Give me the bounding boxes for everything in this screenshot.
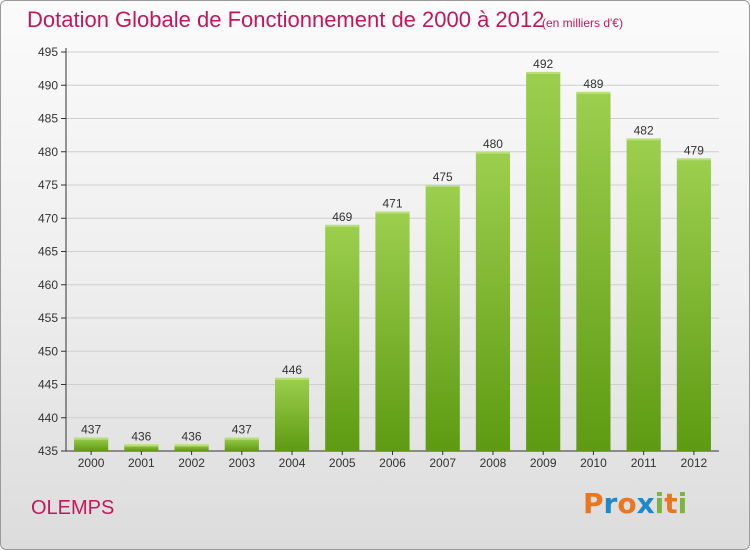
bar-highlight (425, 185, 460, 187)
x-tick-label: 2002 (178, 456, 205, 470)
y-tick-label: 485 (38, 112, 58, 126)
x-tick-label: 2000 (78, 456, 105, 470)
bar-highlight (74, 437, 109, 440)
data-label-2002: 436 (182, 429, 202, 443)
x-tick-label: 2003 (228, 456, 255, 470)
data-label-2000: 437 (81, 423, 101, 437)
logo-letter: t (664, 487, 678, 520)
y-tick-label: 475 (38, 178, 58, 192)
bar-2005 (325, 224, 360, 451)
data-label-2011: 482 (634, 123, 654, 137)
bar-highlight (475, 151, 511, 154)
chart-subtitle: (en milliers d'€) (542, 16, 623, 30)
bar-2007 (425, 185, 460, 451)
bar-highlight (526, 71, 561, 74)
commune-name: OLEMPS (31, 497, 115, 519)
logo-letter: i (654, 487, 665, 520)
bar-2012 (676, 158, 711, 451)
data-label-2005: 469 (332, 210, 352, 224)
data-label-2012: 479 (684, 143, 704, 157)
bar-2009 (526, 71, 561, 451)
bar-highlight (576, 91, 611, 94)
bar-highlight (174, 444, 209, 447)
x-tick-label: 2004 (279, 456, 306, 470)
bar-2010 (576, 91, 611, 452)
data-label-2003: 437 (232, 423, 252, 437)
bar-2011 (626, 138, 661, 451)
bar-2003 (224, 437, 259, 451)
bar-highlight (274, 377, 310, 380)
data-label-2010: 489 (583, 77, 603, 91)
bar-highlight (325, 224, 360, 227)
y-tick-label: 435 (38, 444, 58, 458)
y-tick-label: 480 (38, 145, 58, 159)
x-tick-label: 2007 (429, 456, 456, 470)
y-tick-label: 455 (38, 311, 58, 325)
bar-highlight (375, 211, 410, 214)
bar-2006 (375, 211, 410, 451)
logo-letter: P (583, 487, 604, 520)
bar-highlight (224, 437, 259, 440)
logo-letter: x (636, 487, 655, 520)
y-tick-label: 440 (38, 411, 58, 425)
bar-2002 (174, 444, 209, 451)
chart-title: Dotation Globale de Fonctionnement de 20… (27, 7, 545, 32)
y-tick-label: 460 (38, 278, 58, 292)
y-tick-label: 465 (38, 245, 58, 259)
y-tick-label: 470 (38, 211, 58, 225)
x-tick-label: 2005 (329, 456, 356, 470)
data-label-2001: 436 (131, 429, 151, 443)
bar-highlight (124, 444, 159, 447)
bar-highlight (626, 138, 661, 141)
x-tick-label: 2011 (631, 456, 657, 470)
data-label-2007: 475 (433, 170, 453, 184)
logo-letter: i (677, 487, 688, 520)
data-label-2009: 492 (533, 57, 553, 71)
bars (74, 71, 711, 452)
x-tick-label: 2010 (580, 456, 607, 470)
proxiti-logo[interactable]: Proxiti (583, 487, 687, 520)
data-label-2006: 471 (382, 197, 402, 211)
logo-letter: r (603, 487, 618, 520)
bar-2004 (274, 377, 310, 451)
bar-highlight (676, 158, 711, 161)
x-tick-label: 2009 (530, 456, 557, 470)
data-label-2004: 446 (282, 363, 302, 377)
logo-letter: o (617, 487, 637, 520)
bar-2008 (475, 151, 511, 451)
x-tick-label: 2008 (480, 456, 507, 470)
bar-2001 (124, 444, 159, 451)
data-label-2008: 480 (483, 137, 503, 151)
axes: 435 440 445 450 455 460 465 470 475 480 485 490 495 2… (38, 45, 719, 470)
bar-2000 (74, 437, 109, 451)
y-tick-label: 445 (38, 378, 58, 392)
data-labels: 437 436 436 437 446 469 471 475 480 492 489 482 479 (81, 57, 704, 443)
y-tick-label: 495 (38, 45, 58, 59)
x-tick-label: 2001 (128, 456, 155, 470)
y-tick-label: 490 (38, 78, 58, 92)
y-tick-label: 450 (38, 344, 58, 358)
x-tick-label: 2006 (379, 456, 406, 470)
x-tick-label: 2012 (681, 456, 708, 470)
